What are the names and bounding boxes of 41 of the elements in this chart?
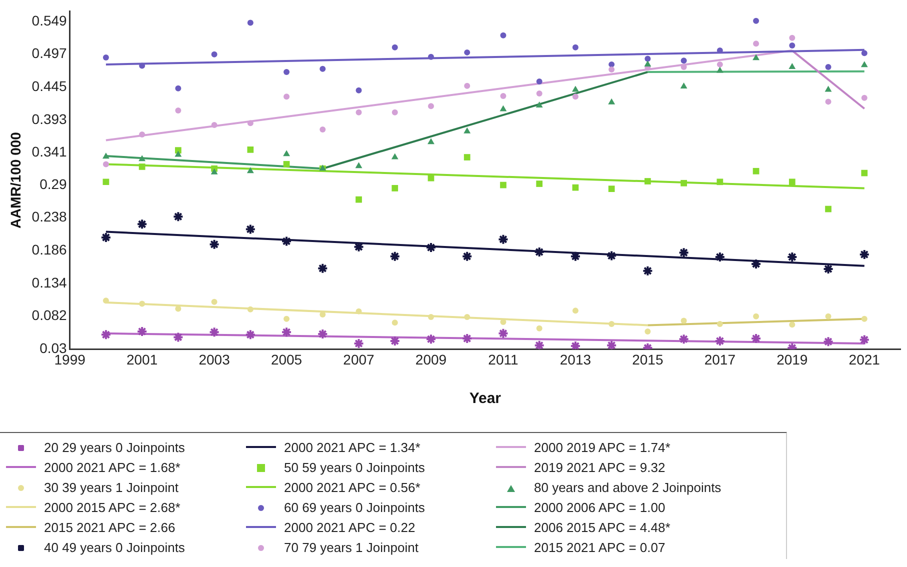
- legend-label: 2000 2021 APC = 0.56*: [284, 480, 420, 494]
- legend-label: 2000 2021 APC = 1.68*: [44, 460, 180, 474]
- legend-label: 70 79 years 1 Joinpoint: [284, 540, 418, 554]
- y-tick-label: 0.134: [32, 274, 68, 290]
- y-tick-label: 0.082: [32, 307, 68, 324]
- y-tick-label: 0.341: [32, 144, 68, 160]
- legend-label: 2006 2015 APC = 4.48*: [534, 520, 670, 534]
- x-tick-label: 2011: [488, 351, 518, 368]
- legend-label: 2019 2021 APC = 9.32: [534, 460, 666, 474]
- legend-label: 30 39 years 1 Joinpoint: [44, 480, 178, 494]
- x-tick-label: 2005: [270, 351, 302, 368]
- legend-label: 80 years and above 2 Joinpoints: [534, 480, 722, 494]
- legend-label: 2015 2021 APC = 2.66: [44, 520, 176, 534]
- y-tick-label: 0.186: [32, 242, 68, 258]
- y-tick-label: 0.549: [32, 12, 68, 28]
- legend-label: 20 29 years 0 Joinpoints: [44, 440, 185, 454]
- legend-label: 50 59 years 0 Joinpoints: [284, 460, 425, 474]
- legend-label: 60 69 years 0 Joinpoints: [284, 500, 425, 514]
- y-tick-label: 0.238: [32, 208, 68, 225]
- y-axis-title: AAMR/100 000: [7, 132, 24, 229]
- x-tick-label: 2019: [776, 351, 808, 368]
- x-tick-label: 2015: [632, 351, 664, 368]
- legend-label: 2000 2006 APC = 1.00: [534, 500, 666, 514]
- y-tick-label: 0.497: [32, 45, 68, 62]
- legend-label: 2000 2021 APC = 0.22: [284, 520, 416, 534]
- legend-label: 40 49 years 0 Joinpoints: [44, 540, 185, 554]
- y-tick-label: 0.393: [32, 110, 68, 127]
- y-tick-label: 0.445: [32, 78, 68, 94]
- x-tick-label: 2013: [560, 351, 592, 368]
- y-tick-label: 0.29: [40, 176, 68, 192]
- legend-label: 2000 2021 APC = 1.34*: [284, 440, 420, 454]
- x-tick-label: 2001: [126, 351, 158, 368]
- x-tick-label: 2021: [848, 351, 880, 368]
- x-tick-label: 2007: [343, 351, 375, 368]
- x-tick-label: 2009: [415, 351, 447, 368]
- legend-label: 2000 2019 APC = 1.74*: [534, 440, 670, 454]
- legend-label: 2000 2015 APC = 2.68*: [44, 500, 180, 514]
- x-axis-title: Year: [469, 390, 502, 408]
- x-tick-label: 2017: [704, 351, 736, 368]
- x-tick-label: 2003: [198, 351, 230, 368]
- legend-label: 2015 2021 APC = 0.07: [534, 540, 666, 554]
